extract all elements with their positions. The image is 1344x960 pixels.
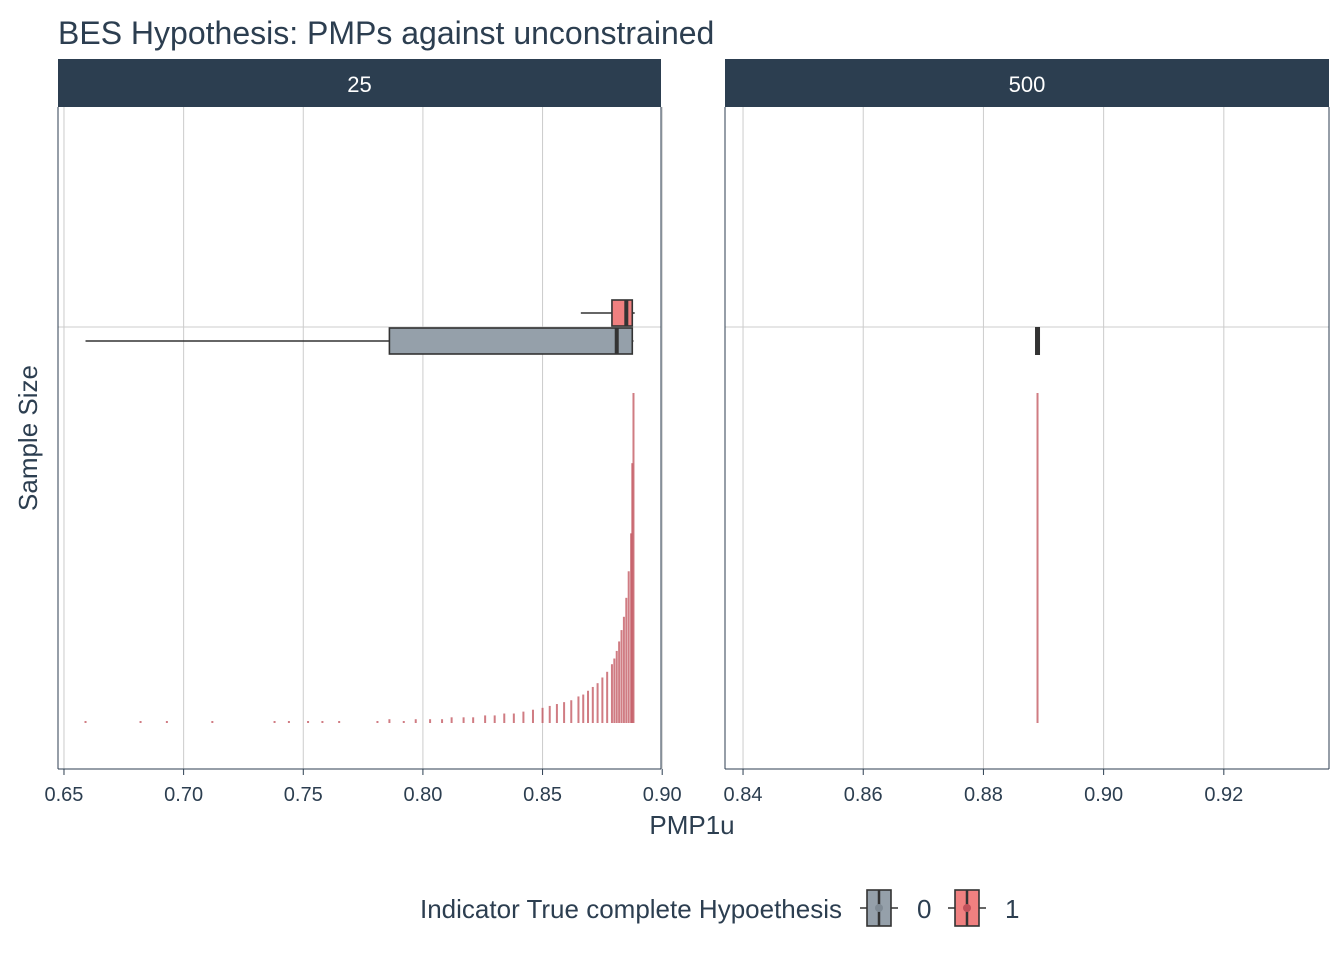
histogram-bar — [555, 704, 558, 723]
x-tick-label: 0.85 — [523, 784, 562, 806]
histogram-bar — [307, 721, 310, 723]
histogram-bar — [613, 658, 616, 723]
facet-strip-label: 25 — [347, 72, 371, 97]
boxplot-box-1 — [611, 299, 634, 327]
histogram-bar — [512, 713, 515, 723]
legend-key-1 — [948, 889, 986, 927]
histogram-bar — [441, 719, 444, 723]
histogram-bar — [620, 630, 623, 723]
facet-strip — [58, 59, 661, 107]
histogram-bar — [273, 721, 276, 723]
histogram-bar — [591, 686, 594, 723]
x-axis-title: PMP1u — [649, 810, 734, 840]
histogram-bar — [211, 721, 214, 723]
histogram-bar — [630, 533, 633, 723]
histogram-bar — [472, 717, 475, 723]
histogram-bar — [601, 677, 604, 723]
histogram-bar — [548, 705, 551, 723]
histogram-bar — [631, 463, 634, 723]
histogram-bar — [541, 707, 544, 723]
x-tick-label: 0.70 — [164, 784, 203, 806]
histogram-bar — [338, 721, 341, 723]
facet-panel-500: 500 0.84 0.86 0.88 0.90 0.92 — [724, 59, 1330, 806]
histogram-bar — [321, 721, 324, 723]
legend-label-0: 0 — [917, 894, 931, 924]
histogram-bar — [632, 393, 635, 723]
histogram-bar — [570, 700, 573, 723]
histogram-bar — [582, 694, 585, 723]
histogram-bar — [402, 721, 405, 723]
x-tick-label: 0.92 — [1204, 784, 1243, 806]
histogram-bar — [610, 664, 613, 723]
histogram-bar — [1036, 393, 1039, 723]
histogram-bar — [287, 721, 290, 723]
histogram-bar — [615, 650, 618, 723]
x-tick-label: 0.80 — [403, 784, 442, 806]
legend-label-1: 1 — [1005, 894, 1019, 924]
histogram-bar — [596, 683, 599, 723]
histogram-bar — [462, 717, 465, 723]
x-tick-label: 0.75 — [284, 784, 323, 806]
histogram-bar — [627, 571, 630, 723]
histogram-bar — [587, 690, 590, 723]
histogram-bar — [625, 597, 628, 723]
chart-title: BES Hypothesis: PMPs against unconstrain… — [58, 15, 714, 51]
histogram-bar — [493, 715, 496, 723]
histogram-bar — [522, 711, 525, 723]
facet-strip — [725, 59, 1329, 107]
histogram-bar — [563, 702, 566, 723]
x-tick-label: 0.86 — [844, 784, 883, 806]
histogram-bar — [165, 721, 168, 723]
boxplot-box-0 — [388, 327, 634, 355]
histogram-bar — [414, 719, 417, 723]
histogram-bar — [450, 717, 453, 723]
histogram-bar — [531, 709, 534, 723]
y-axis-title: Sample Size — [13, 365, 43, 511]
x-tick-label: 0.65 — [45, 784, 84, 806]
x-tick-label: 0.90 — [643, 784, 682, 806]
histogram-bar — [618, 641, 621, 723]
histogram-bar — [388, 719, 391, 723]
facet-strip-label: 500 — [1009, 72, 1046, 97]
x-tick-label: 0.88 — [964, 784, 1003, 806]
legend-title: Indicator True complete Hypoethesis — [420, 894, 842, 924]
histogram-bar — [622, 616, 625, 723]
histogram-bar — [139, 721, 142, 723]
x-tick-label: 0.84 — [724, 784, 763, 806]
histogram-bar — [484, 715, 487, 723]
histogram-bar — [376, 721, 379, 723]
histogram-bar — [577, 696, 580, 723]
histogram-bar — [606, 671, 609, 723]
legend: Indicator True complete Hypoethesis 0 1 — [420, 889, 1019, 927]
histogram-bar — [503, 713, 506, 723]
histogram-bar — [84, 721, 87, 723]
boxplot-median-0 — [1035, 327, 1041, 355]
x-tick-label: 0.90 — [1084, 784, 1123, 806]
facet-panel-25: 25 0.65 0.70 0.75 0.80 0.85 0.90 — [45, 59, 682, 806]
legend-key-0 — [860, 889, 898, 927]
histogram-bar — [429, 719, 432, 723]
